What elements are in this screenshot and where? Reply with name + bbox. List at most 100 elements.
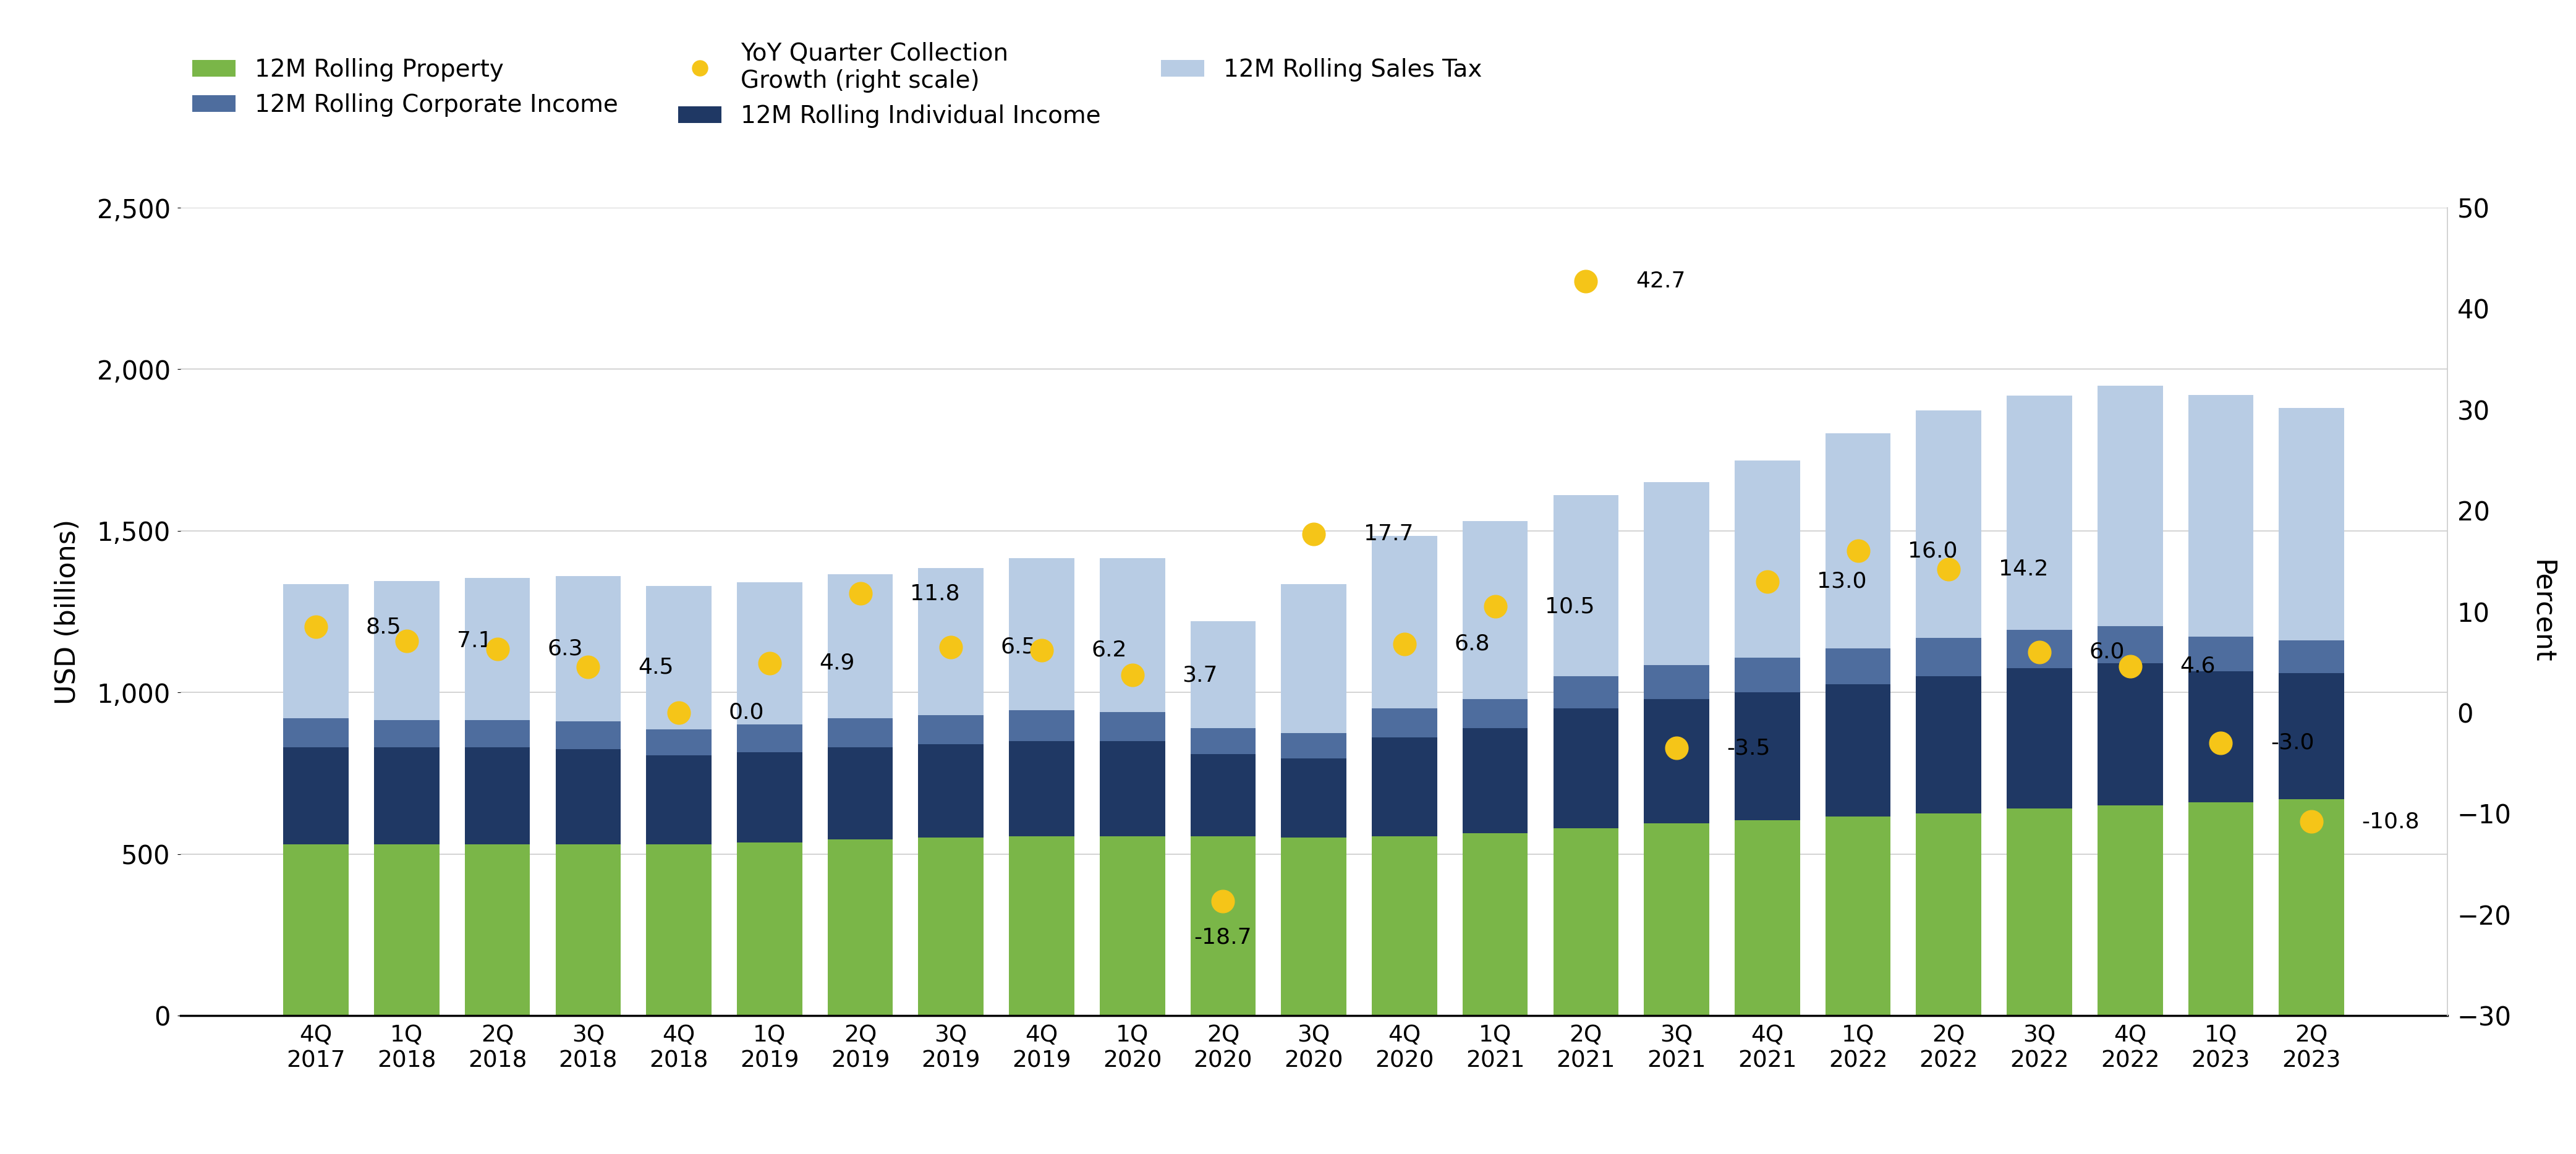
Bar (647, 729, 711, 756)
Bar (2280, 673, 2344, 799)
Bar (374, 720, 440, 748)
Point (1656, 739, 1698, 757)
Point (1473, 598, 1515, 616)
Bar (827, 748, 894, 839)
Bar (1553, 495, 1618, 676)
Bar (2007, 809, 2071, 1016)
Bar (556, 749, 621, 845)
Bar (1734, 820, 1801, 1016)
Point (659, 703, 701, 722)
Point (296, 617, 337, 636)
Bar (917, 838, 984, 1016)
Bar (464, 578, 531, 720)
Bar (1100, 741, 1164, 837)
Bar (2097, 664, 2164, 805)
Text: 16.0: 16.0 (1909, 540, 1958, 562)
Bar (464, 720, 531, 748)
Bar (1100, 837, 1164, 1016)
Bar (556, 721, 621, 749)
Text: 0.0: 0.0 (729, 702, 765, 724)
Text: 11.8: 11.8 (909, 583, 961, 604)
Bar (1190, 754, 1255, 837)
Bar (1643, 482, 1710, 665)
Bar (1734, 460, 1801, 658)
Point (2020, 643, 2061, 661)
Bar (1373, 837, 1437, 1016)
Bar (1190, 728, 1255, 754)
Bar (283, 748, 348, 845)
Text: -3.5: -3.5 (1726, 737, 1770, 758)
Text: 17.7: 17.7 (1363, 524, 1414, 545)
Bar (1917, 676, 1981, 814)
Bar (1553, 709, 1618, 829)
Text: 8.5: 8.5 (366, 616, 402, 637)
Bar (1010, 741, 1074, 837)
Point (1293, 525, 1334, 544)
Bar (2097, 805, 2164, 1016)
Bar (827, 839, 894, 1016)
Y-axis label: USD (billions): USD (billions) (54, 519, 82, 704)
Bar (2187, 802, 2254, 1016)
Bar (2187, 395, 2254, 637)
Text: 4.5: 4.5 (639, 657, 672, 677)
Bar (737, 752, 801, 842)
Point (1927, 560, 1968, 578)
Bar (374, 580, 440, 720)
Bar (1010, 710, 1074, 741)
Text: 42.7: 42.7 (1636, 271, 1685, 292)
Point (386, 631, 428, 650)
Legend: 12M Rolling Property, 12M Rolling Corporate Income, YoY Quarter Collection
Growt: 12M Rolling Property, 12M Rolling Corpor… (193, 42, 1481, 128)
Text: -10.8: -10.8 (2362, 811, 2419, 832)
Point (2110, 657, 2151, 675)
Bar (737, 725, 801, 752)
Bar (2280, 409, 2344, 640)
Point (1113, 666, 1154, 684)
Bar (1643, 665, 1710, 699)
Bar (1100, 712, 1164, 741)
Text: 6.0: 6.0 (2089, 642, 2125, 662)
Bar (647, 586, 711, 729)
Bar (283, 718, 348, 748)
Text: 4.6: 4.6 (2179, 655, 2215, 676)
Bar (1280, 733, 1347, 758)
Bar (374, 845, 440, 1016)
Point (2200, 734, 2241, 752)
Bar (917, 715, 984, 744)
Point (1020, 640, 1061, 659)
Bar (1280, 758, 1347, 838)
Point (1566, 272, 1607, 291)
Bar (556, 845, 621, 1016)
Bar (1734, 658, 1801, 692)
Bar (1280, 838, 1347, 1016)
Bar (827, 575, 894, 718)
Bar (827, 718, 894, 748)
Bar (283, 845, 348, 1016)
Bar (2097, 385, 2164, 627)
Point (567, 658, 608, 676)
Point (1383, 635, 1425, 653)
Text: 6.8: 6.8 (1455, 634, 1489, 654)
Bar (917, 744, 984, 838)
Bar (1917, 638, 1981, 676)
Text: -3.0: -3.0 (2269, 733, 2313, 754)
Bar (374, 748, 440, 845)
Point (1203, 892, 1244, 911)
Bar (737, 583, 801, 725)
Bar (1826, 684, 1891, 817)
Bar (1010, 559, 1074, 710)
Bar (1463, 522, 1528, 699)
Bar (1917, 411, 1981, 638)
Bar (1463, 833, 1528, 1016)
Text: 3.7: 3.7 (1182, 665, 1218, 685)
Bar (2007, 630, 2071, 668)
Bar (1100, 559, 1164, 712)
Bar (1643, 699, 1710, 823)
Text: 13.0: 13.0 (1816, 571, 1868, 592)
Bar (2280, 640, 2344, 673)
Bar (464, 748, 531, 845)
Bar (1373, 535, 1437, 709)
Y-axis label: Percent: Percent (2530, 560, 2555, 664)
Text: 6.3: 6.3 (546, 638, 582, 659)
Point (750, 654, 791, 673)
Point (1747, 572, 1788, 591)
